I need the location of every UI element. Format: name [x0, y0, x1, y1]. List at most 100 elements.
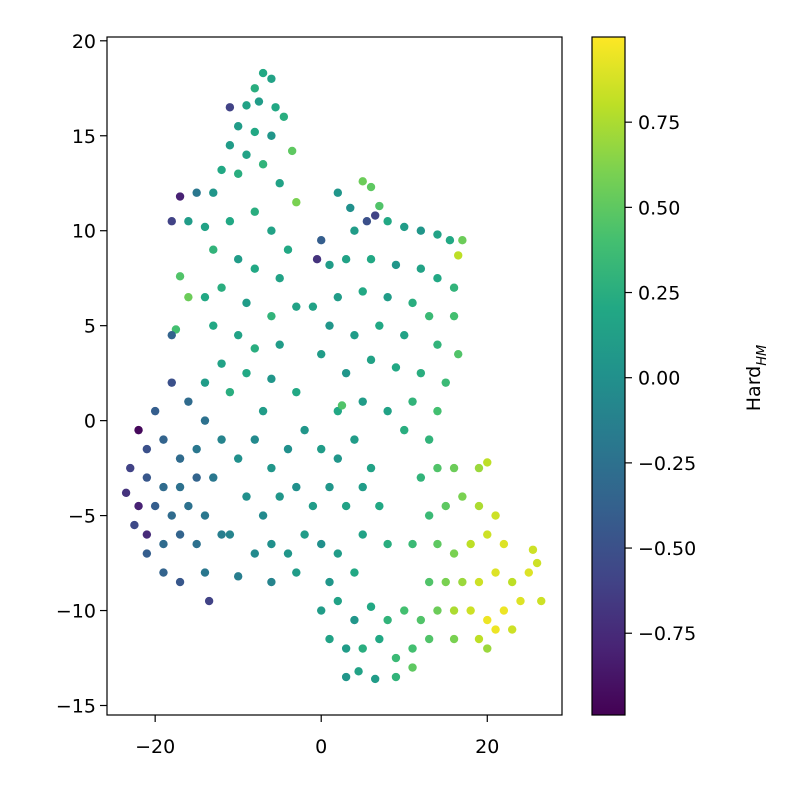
point — [167, 217, 176, 226]
point — [350, 226, 359, 235]
point — [449, 311, 459, 321]
point — [233, 169, 243, 178]
point — [134, 501, 143, 511]
point — [308, 501, 318, 511]
point — [507, 577, 517, 587]
point — [217, 165, 226, 175]
point — [175, 482, 185, 492]
point — [271, 103, 280, 112]
point — [184, 292, 193, 302]
point — [175, 192, 185, 201]
point — [474, 577, 484, 587]
point — [341, 644, 351, 653]
point — [474, 501, 484, 511]
point — [242, 368, 251, 378]
point — [267, 226, 276, 235]
point — [424, 634, 434, 644]
point — [300, 425, 309, 435]
point — [346, 203, 355, 213]
plot-frame — [106, 36, 563, 716]
point — [175, 454, 185, 463]
y-tick-label: 10 — [72, 221, 96, 243]
point — [175, 530, 185, 539]
point — [341, 672, 351, 682]
point — [537, 596, 546, 606]
point — [350, 435, 359, 444]
point — [325, 260, 334, 270]
point — [350, 568, 359, 577]
x-tick-label: −20 — [135, 736, 175, 758]
point — [325, 321, 334, 330]
point — [150, 501, 160, 511]
point — [449, 283, 459, 292]
point — [283, 549, 293, 558]
point — [130, 520, 139, 530]
point — [258, 406, 268, 416]
point — [167, 511, 176, 520]
point — [233, 572, 243, 581]
point — [142, 444, 152, 454]
colorbar-tick-label: 0.25 — [638, 283, 680, 305]
point — [317, 606, 326, 615]
point — [267, 463, 276, 473]
point — [366, 255, 376, 264]
point — [275, 179, 284, 188]
point — [458, 236, 467, 245]
point — [449, 463, 459, 473]
point — [292, 387, 301, 397]
point — [204, 596, 214, 606]
point — [175, 577, 185, 587]
colorbar-tick-label: −0.75 — [638, 623, 696, 645]
point — [279, 112, 289, 121]
point — [167, 378, 176, 387]
y-tick-label: −15 — [56, 696, 96, 718]
point — [499, 606, 509, 615]
point — [483, 530, 492, 539]
point — [287, 146, 297, 156]
point — [383, 615, 392, 625]
point — [192, 473, 201, 482]
point — [283, 245, 293, 254]
point — [400, 330, 409, 340]
point — [159, 482, 168, 492]
point — [192, 539, 201, 549]
y-tick-label: 5 — [84, 316, 96, 338]
point — [341, 501, 351, 511]
point — [358, 177, 367, 186]
point — [391, 363, 401, 372]
point — [200, 416, 210, 425]
point — [242, 150, 251, 159]
point — [233, 122, 243, 131]
point — [375, 501, 384, 511]
point — [267, 131, 276, 140]
point — [454, 349, 463, 359]
point — [317, 539, 326, 549]
point — [449, 549, 459, 558]
point — [333, 549, 343, 558]
colorbar-label-sub: HM — [755, 345, 770, 366]
point — [358, 287, 367, 296]
point — [491, 511, 500, 520]
point — [358, 482, 367, 492]
point — [358, 530, 367, 539]
point — [483, 458, 492, 467]
point — [317, 349, 326, 359]
point — [225, 387, 235, 397]
point — [383, 292, 392, 302]
point — [242, 492, 251, 501]
point — [350, 615, 359, 625]
point — [225, 530, 235, 539]
point — [532, 558, 542, 568]
point — [391, 653, 401, 663]
point — [433, 340, 442, 349]
point — [375, 634, 384, 644]
colorbar-label: HardHM — [743, 345, 770, 411]
point — [292, 568, 301, 577]
point — [416, 264, 426, 273]
point — [267, 374, 276, 384]
point — [159, 568, 168, 577]
point — [200, 568, 210, 577]
point — [375, 321, 384, 330]
colorbar-tick-label: −0.50 — [638, 538, 696, 560]
